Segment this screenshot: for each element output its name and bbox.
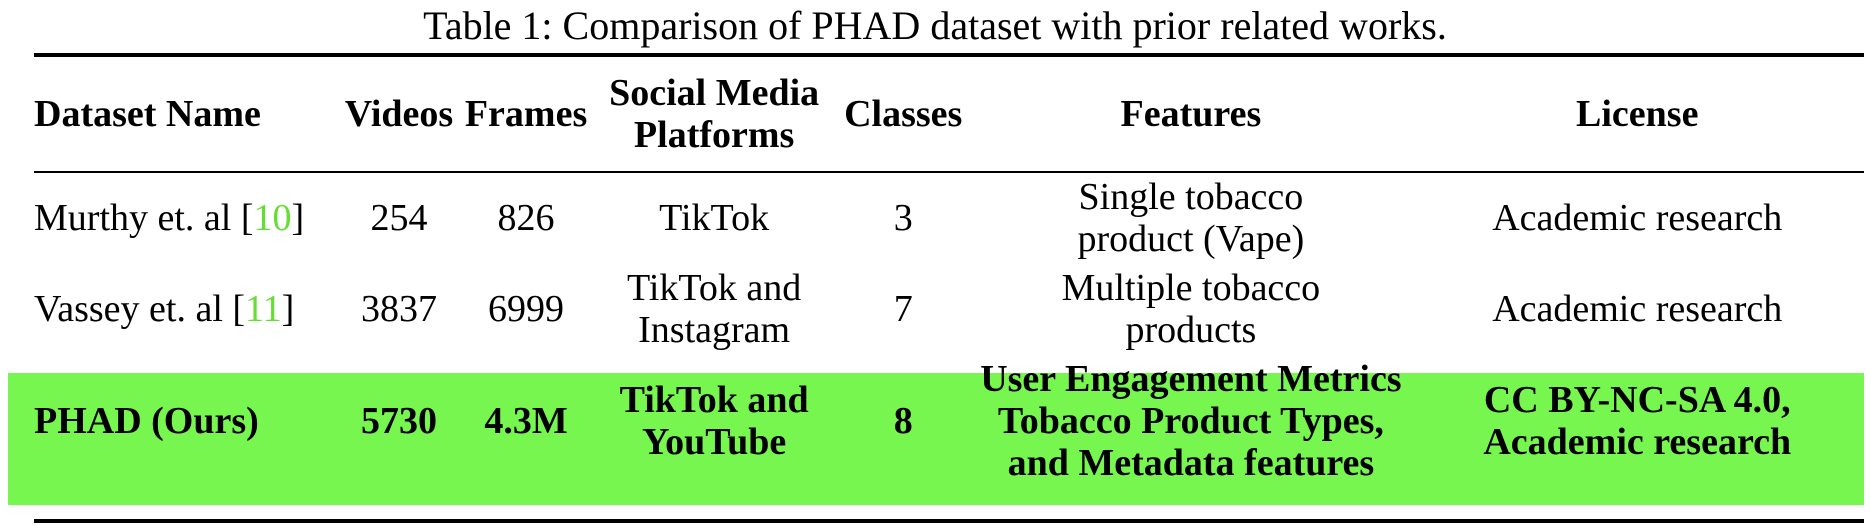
header-platforms: Social Media Platforms <box>593 57 835 171</box>
features-line2: product (Vape) <box>1077 218 1305 260</box>
features-line3: and Metadata features <box>1007 442 1375 484</box>
ours-row-highlight <box>8 373 1864 505</box>
bottom-rule <box>34 519 1864 523</box>
cell-frames: 826 <box>497 197 555 239</box>
cell-videos: 254 <box>370 197 428 239</box>
platforms-line1: TikTok <box>659 197 770 239</box>
cell-videos: 5730 <box>360 400 437 442</box>
header-features: Features <box>1120 93 1262 135</box>
cell-license: Academic research <box>1411 173 1865 263</box>
features-line1: Multiple tobacco <box>1061 267 1321 309</box>
header-platforms-line2: Platforms <box>633 114 795 156</box>
cell-license: CC BY-NC-SA 4.0, Academic research <box>1411 355 1865 487</box>
top-rule <box>34 53 1864 57</box>
cell-classes: 8 <box>893 400 913 442</box>
features-line2: products <box>1125 309 1257 351</box>
features-line2: Tobacco Product Types, <box>997 400 1384 442</box>
cell-features: Multiple tobacco products <box>971 263 1410 355</box>
cell-frames: 6999 <box>488 288 565 330</box>
table-row: Vassey et. al [11] 3837 6999 TikTok and … <box>34 263 1864 355</box>
header-dataset-name: Dataset Name <box>34 93 261 135</box>
platforms-line2: Instagram <box>638 309 791 351</box>
platforms-line2: YouTube <box>641 421 787 463</box>
platforms-line1: TikTok and <box>619 379 809 421</box>
table-row: Murthy et. al [10] 254 826 TikTok 3 Sing… <box>34 173 1864 263</box>
cell-dataset-name: Murthy et. al [10] <box>34 197 305 239</box>
table-caption: Table 1: Comparison of PHAD dataset with… <box>423 3 1447 48</box>
cell-platforms: TikTok and Instagram <box>593 263 835 355</box>
header-classes: Classes <box>844 93 963 135</box>
header-row: Dataset Name Videos Frames Social Media … <box>34 57 1864 171</box>
features-line1: Single tobacco <box>1078 176 1304 218</box>
citation-link[interactable]: 11 <box>245 288 282 330</box>
cell-classes: 7 <box>893 288 913 330</box>
header-platforms-line1: Social Media <box>609 72 820 114</box>
cell-features: User Engagement Metrics Tobacco Product … <box>971 355 1410 487</box>
cell-platforms: TikTok <box>593 173 835 263</box>
license-line1: Academic research <box>1492 288 1783 330</box>
cell-dataset-name: Vassey et. al [11] <box>34 288 295 330</box>
cell-classes: 3 <box>893 197 913 239</box>
header-frames: Frames <box>464 93 588 135</box>
header-license: License <box>1576 93 1699 135</box>
cell-frames: 4.3M <box>484 400 568 442</box>
cell-dataset-name: PHAD (Ours) <box>34 400 259 442</box>
header-videos: Videos <box>344 93 454 135</box>
cell-videos: 3837 <box>360 288 437 330</box>
header-rule <box>34 171 1864 173</box>
license-line1: CC BY-NC-SA 4.0, <box>1483 379 1791 421</box>
table-row-ours: PHAD (Ours) 5730 4.3M TikTok and YouTube… <box>34 355 1864 487</box>
cell-features: Single tobacco product (Vape) <box>971 173 1410 263</box>
license-line2: Academic research <box>1483 421 1792 463</box>
cell-platforms: TikTok and YouTube <box>593 355 835 487</box>
platforms-line1: TikTok and <box>626 267 802 309</box>
license-line1: Academic research <box>1492 197 1783 239</box>
citation-link[interactable]: 10 <box>253 197 292 239</box>
comparison-table: Dataset Name Videos Frames Social Media … <box>34 57 1864 487</box>
features-line1: User Engagement Metrics <box>980 358 1402 400</box>
cell-license: Academic research <box>1411 263 1865 355</box>
